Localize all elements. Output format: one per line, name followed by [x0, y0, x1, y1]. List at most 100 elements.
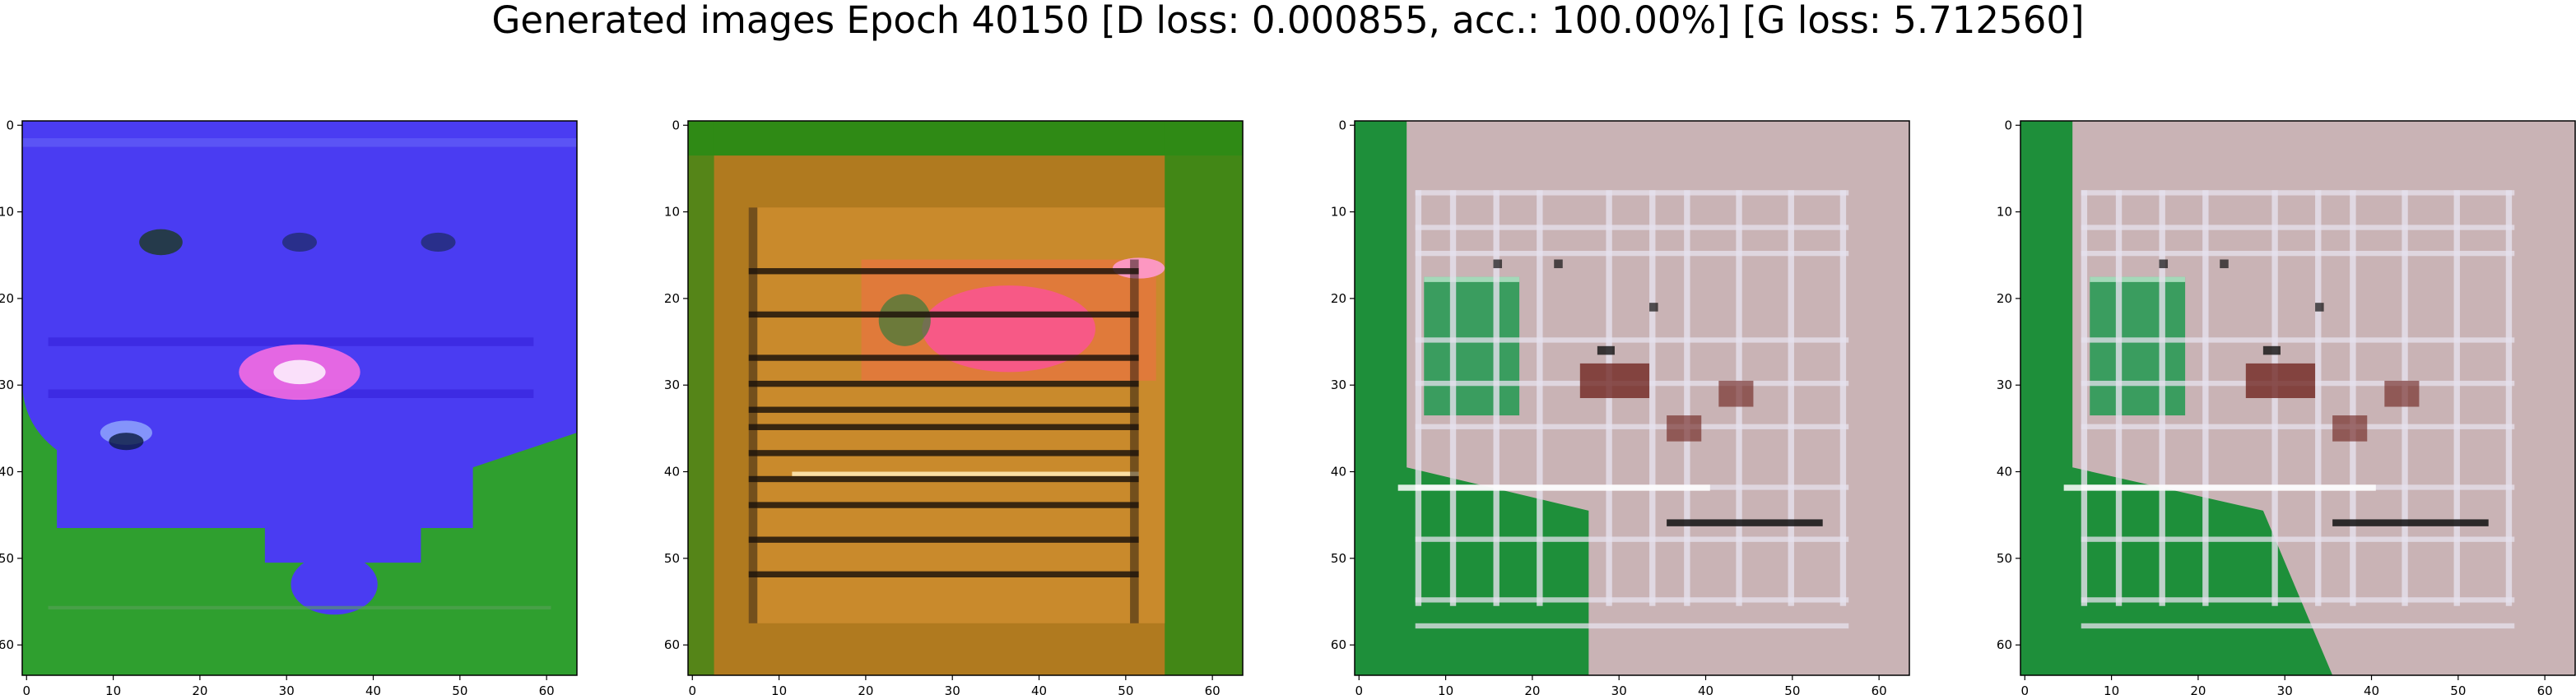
y-tick-label: 60 [1331, 637, 1346, 652]
y-tick-label: 50 [1997, 551, 2012, 566]
x-tick-label: 50 [1784, 683, 1800, 695]
y-tick-label: 10 [1331, 205, 1346, 220]
x-tick-label: 50 [452, 683, 467, 695]
x-tick-label: 40 [365, 683, 381, 695]
y-tick-label: 10 [0, 205, 14, 220]
dark-stripe-4 [748, 380, 1139, 387]
y-tick-label: 60 [664, 637, 680, 652]
dark-stripe-3 [748, 354, 1139, 361]
vertical-line-10 [1839, 190, 1847, 606]
y-tick-label: 0 [2004, 118, 2012, 132]
x-tick-label: 0 [688, 683, 696, 695]
y-tick-label: 10 [664, 205, 680, 220]
dark-block-2 [2332, 415, 2368, 442]
y-tick-label: 30 [664, 378, 680, 392]
horizontal-line-1 [2081, 190, 2515, 196]
horizontal-line-6 [2081, 424, 2515, 429]
y-tick-label: 20 [0, 291, 14, 306]
image-panel-3 [1354, 120, 1910, 676]
horizontal-line-9 [1415, 597, 1849, 603]
vertical-line-2 [2115, 190, 2123, 606]
dark-stripe-10 [748, 536, 1139, 543]
x-tick-label: 60 [1205, 683, 1221, 695]
x-tick-label: 60 [2537, 683, 2553, 695]
white-stripe [2063, 484, 2376, 491]
figure-title: Generated images Epoch 40150 [D loss: 0.… [491, 0, 2085, 42]
dark-stripe-9 [748, 502, 1139, 508]
y-tick-label: 40 [0, 465, 14, 480]
horizontal-line-8 [1415, 536, 1849, 542]
vertical-line-9 [1788, 190, 1794, 606]
x-tick-label: 20 [192, 683, 207, 695]
right-dark-edge [1130, 259, 1139, 623]
green-blotch [878, 294, 931, 346]
white-highlight [273, 359, 326, 385]
image-panel-4 [2020, 120, 2576, 676]
dark-block-3 [2384, 380, 2420, 407]
axes-frame [2020, 120, 2576, 676]
vertical-line-4 [1537, 190, 1543, 606]
x-tick-label: 20 [2190, 683, 2206, 695]
x-tick-label: 20 [858, 683, 873, 695]
vertical-line-3 [1493, 190, 1500, 606]
x-tick-label: 60 [1872, 683, 1887, 695]
dark-block-1 [2245, 363, 2316, 398]
vertical-line-10 [2505, 190, 2513, 606]
black-dot-2 [1554, 259, 1563, 269]
pink-blotch [922, 285, 1095, 373]
y-tick-label: 60 [1997, 637, 2012, 652]
vertical-line-7 [1684, 190, 1690, 606]
blue-bottom-blob [291, 554, 378, 615]
black-dash-1 [1597, 345, 1615, 355]
horizontal-line-1 [1415, 190, 1849, 196]
dark-stripe-2 [748, 311, 1139, 318]
x-tick-label: 50 [2450, 683, 2466, 695]
green-square-top [2090, 276, 2186, 282]
x-tick-label: 10 [1438, 683, 1453, 695]
x-tick-label: 10 [2104, 683, 2119, 695]
x-tick-label: 30 [279, 683, 295, 695]
y-tick-label: 20 [1331, 291, 1346, 306]
dark-stripe-5 [748, 406, 1139, 413]
horizontal-line-6 [1415, 424, 1849, 429]
y-tick-label: 0 [6, 118, 14, 132]
x-tick-label: 30 [945, 683, 960, 695]
dark-spot-4 [109, 433, 144, 451]
black-dash-1 [2262, 345, 2281, 355]
dark-stripe-6 [748, 424, 1139, 430]
horizontal-line-8 [2081, 536, 2515, 542]
y-tick-label: 20 [1997, 291, 2012, 306]
y-tick-label: 10 [1997, 205, 2012, 220]
horizontal-line-10 [2081, 623, 2515, 629]
vertical-line-6 [2315, 190, 2322, 606]
image-panel-2 [687, 120, 1244, 676]
black-dot-3 [2315, 303, 2324, 312]
black-dot-2 [2220, 259, 2229, 269]
horizontal-line-2 [1415, 225, 1849, 230]
y-tick-label: 50 [0, 551, 14, 566]
vertical-line-1 [1415, 190, 1422, 606]
black-stripe [2332, 519, 2489, 526]
dark-stripe-11 [748, 571, 1139, 577]
vertical-line-3 [2159, 190, 2165, 606]
x-tick-label: 10 [105, 683, 121, 695]
horizontal-line-2 [2081, 225, 2515, 230]
x-tick-label: 20 [1524, 683, 1540, 695]
dark-spot-3 [421, 232, 456, 253]
dark-stripe-7 [748, 450, 1139, 456]
x-tick-label: 60 [539, 683, 555, 695]
horizontal-line-9 [2081, 597, 2515, 603]
green-square [1424, 276, 1520, 416]
black-stripe [1667, 519, 1823, 526]
horizontal-line-3 [1415, 250, 1849, 257]
y-tick-label: 0 [672, 118, 680, 132]
axes-frame [21, 120, 578, 676]
green-square [2090, 276, 2186, 416]
y-tick-label: 30 [0, 378, 14, 392]
white-stripe [1397, 484, 1710, 491]
green-top-border [688, 121, 1243, 156]
y-tick-label: 40 [1997, 465, 2012, 480]
y-tick-label: 30 [1331, 378, 1346, 392]
horizontal-line-3 [2081, 250, 2515, 257]
x-tick-label: 40 [2364, 683, 2379, 695]
